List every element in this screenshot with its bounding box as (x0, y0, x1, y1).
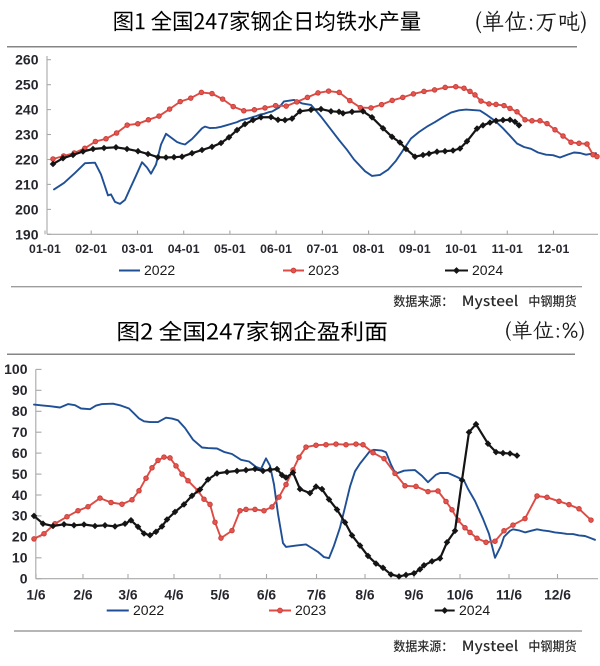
svg-text:20: 20 (12, 529, 28, 545)
svg-text:70: 70 (12, 424, 28, 440)
svg-text:2023: 2023 (308, 262, 339, 278)
svg-text:100: 100 (4, 361, 28, 377)
svg-text:30: 30 (12, 508, 28, 524)
svg-text:11/6: 11/6 (496, 587, 522, 602)
svg-text:2024: 2024 (472, 262, 503, 278)
svg-text:01-01: 01-01 (29, 242, 61, 256)
svg-text:230: 230 (15, 127, 39, 143)
svg-text:06-01: 06-01 (260, 242, 292, 256)
svg-text:40: 40 (12, 487, 28, 503)
svg-text:5/6: 5/6 (210, 587, 230, 602)
svg-text:250: 250 (15, 77, 39, 93)
svg-text:2022: 2022 (144, 262, 175, 278)
svg-text:240: 240 (15, 102, 39, 118)
svg-text:09-01: 09-01 (399, 242, 431, 256)
svg-text:03-01: 03-01 (122, 242, 154, 256)
svg-text:90: 90 (12, 382, 28, 398)
svg-text:02-01: 02-01 (75, 242, 107, 256)
svg-text:2022: 2022 (133, 602, 164, 618)
svg-text:210: 210 (15, 176, 39, 192)
svg-text:04-01: 04-01 (168, 242, 200, 256)
svg-text:2023: 2023 (295, 602, 326, 618)
svg-text:11-01: 11-01 (492, 242, 523, 256)
svg-text:0: 0 (20, 571, 28, 587)
svg-text:05-01: 05-01 (214, 242, 246, 256)
svg-text:80: 80 (12, 403, 28, 419)
svg-text:260: 260 (15, 52, 39, 68)
svg-text:2024: 2024 (459, 602, 490, 618)
svg-text:10: 10 (12, 550, 28, 566)
svg-text:07-01: 07-01 (306, 242, 338, 256)
svg-text:08-01: 08-01 (353, 242, 385, 256)
svg-text:10-01: 10-01 (445, 242, 477, 256)
svg-text:4/6: 4/6 (164, 587, 184, 602)
svg-text:10/6: 10/6 (447, 587, 474, 602)
svg-text:6/6: 6/6 (257, 587, 277, 602)
svg-text:50: 50 (12, 466, 28, 482)
svg-text:7/6: 7/6 (307, 587, 327, 602)
svg-text:190: 190 (15, 226, 39, 242)
svg-text:1/6: 1/6 (26, 587, 46, 602)
svg-text:2/6: 2/6 (73, 587, 93, 602)
svg-text:12/6: 12/6 (544, 587, 571, 602)
svg-text:3/6: 3/6 (118, 587, 138, 602)
svg-text:12-01: 12-01 (538, 242, 570, 256)
svg-text:200: 200 (15, 201, 39, 217)
svg-text:60: 60 (12, 445, 28, 461)
svg-text:9/6: 9/6 (404, 587, 424, 602)
svg-text:220: 220 (15, 152, 39, 168)
svg-text:8/6: 8/6 (355, 587, 375, 602)
